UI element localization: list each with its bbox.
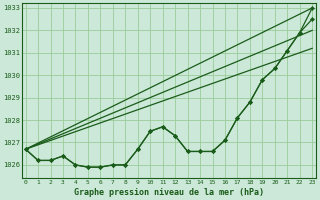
X-axis label: Graphe pression niveau de la mer (hPa): Graphe pression niveau de la mer (hPa) <box>74 188 264 197</box>
